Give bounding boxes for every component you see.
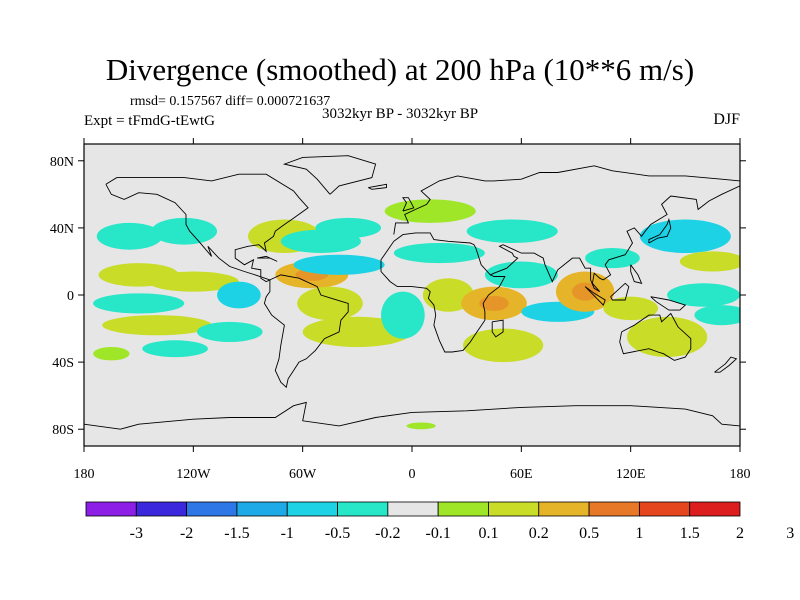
colorbar-swatch (236, 501, 288, 517)
divergence-field (93, 199, 740, 430)
x-tick-label: 120W (176, 467, 211, 482)
field-blob (142, 340, 208, 358)
colorbar-swatch (689, 501, 741, 517)
coastline (650, 296, 687, 311)
colorbar-label: -3 (130, 525, 143, 542)
x-tick-label: 60E (510, 467, 533, 482)
field-blob (381, 291, 425, 339)
coastline (282, 155, 377, 195)
period-label: 3032kyr BP - 3032kyr BP (321, 106, 479, 122)
field-blob (466, 219, 558, 243)
coastline (491, 319, 504, 338)
colorbar-label: 0.2 (529, 525, 549, 542)
y-tick-label: 80N (50, 155, 74, 170)
field-blob (196, 321, 263, 342)
colorbar-swatch (638, 501, 691, 517)
field-blob (694, 305, 740, 326)
colorbar-label: -1 (281, 525, 294, 542)
field-blob (96, 222, 163, 250)
field-blob (585, 248, 640, 269)
experiment-label: Expt = tFmdG-tEwtG (84, 113, 215, 129)
field-blob (627, 316, 708, 358)
field-blob-core (479, 295, 509, 311)
season-label: DJF (713, 111, 740, 128)
field-blob (463, 328, 544, 363)
colorbar: -3 -2 -1.5 -1 -0.5 -0.2 -0.1 0.1 0.2 0.5 1 1.5 2 3 (85, 501, 794, 542)
colorbar-label: -0.2 (375, 525, 400, 542)
field-blob (603, 296, 659, 321)
field-blob (151, 217, 218, 245)
coastline (402, 197, 415, 212)
colorbar-swatch (588, 501, 640, 517)
field-blob (147, 271, 239, 292)
stats-label: rmsd= 0.157567 diff= 0.000721637 (130, 94, 331, 109)
coastline (380, 185, 740, 353)
colorbar-label: -1.5 (224, 525, 249, 542)
field-blob (217, 281, 261, 309)
field-blob (315, 217, 382, 238)
colorbar-swatch (337, 501, 389, 517)
coastline (263, 274, 349, 389)
field-blob (639, 219, 731, 254)
field-blob (384, 199, 476, 223)
coastline (393, 165, 740, 235)
coastline (84, 401, 740, 430)
x-tick-label: 60W (289, 467, 317, 482)
coastlines (84, 155, 740, 430)
colorbar-label: 1.5 (680, 525, 700, 542)
coastline (368, 183, 387, 190)
colorbar-label: 0.5 (579, 525, 599, 542)
coastline (619, 312, 692, 361)
colorbar-swatch (387, 501, 439, 517)
x-tick-label: 0 (409, 467, 416, 482)
colorbar-label: -0.1 (425, 525, 450, 542)
colorbar-swatch (538, 501, 590, 517)
colorbar-swatch (135, 501, 188, 517)
colorbar-swatch (85, 501, 137, 517)
field-blob (102, 315, 212, 336)
field-blob (293, 254, 385, 275)
field-blob (406, 422, 436, 430)
x-tick-label: 180 (74, 467, 95, 482)
colorbar-swatch (286, 501, 338, 517)
x-tick-label: 120E (616, 467, 646, 482)
y-tick-label: 80S (52, 423, 74, 438)
y-tick-label: 40S (52, 356, 74, 371)
field-blob (679, 251, 740, 272)
map-title: Divergence (smoothed) at 200 hPa (10**6 … (105, 52, 695, 87)
colorbar-label: 2 (736, 525, 744, 542)
field-blob (93, 293, 185, 314)
x-tick-label: 180 (730, 467, 751, 482)
field-blob-core (571, 282, 599, 301)
coastline (714, 356, 738, 373)
field-blob (484, 261, 558, 289)
colorbar-swatch (488, 501, 540, 517)
field-blob (297, 286, 363, 321)
colorbar-swatch (186, 501, 238, 517)
colorbar-label: 3 (786, 525, 794, 542)
colorbar-swatch (437, 501, 489, 517)
coastline (630, 264, 643, 284)
coastline (610, 282, 630, 301)
coastline (257, 255, 278, 262)
field-blob (393, 242, 485, 264)
field-blob (93, 347, 130, 361)
field-blob (667, 283, 740, 307)
y-tick-label: 40N (50, 222, 74, 237)
colorbar-label: 1 (635, 525, 643, 542)
colorbar-label: -0.5 (325, 525, 350, 542)
coastline (648, 217, 672, 244)
coastline (105, 173, 309, 283)
colorbar-label: -2 (180, 525, 193, 542)
y-tick-label: 0 (67, 289, 74, 304)
colorbar-label: 0.1 (478, 525, 498, 542)
coastline (584, 286, 606, 306)
